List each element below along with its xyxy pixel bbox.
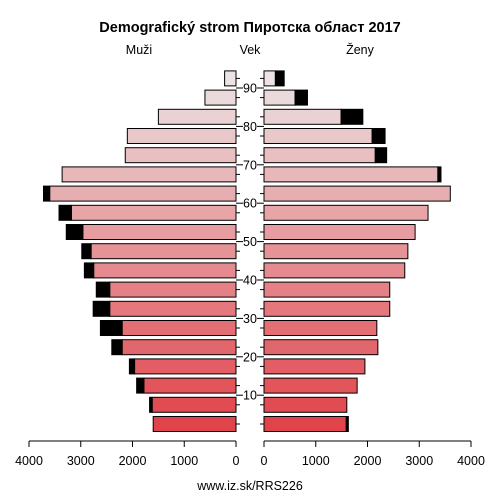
age-tick-label: 30 xyxy=(243,312,257,326)
male-excess-35-39 xyxy=(95,281,111,298)
male-excess-10-14 xyxy=(136,377,145,394)
male-bar-80-84 xyxy=(157,108,237,125)
female-label: Ženy xyxy=(346,42,375,57)
male-label: Muži xyxy=(126,43,152,57)
male-excess-50-54 xyxy=(65,224,84,240)
age-tick-label: 70 xyxy=(243,158,257,172)
female-bar-30-34 xyxy=(263,300,391,317)
male-bar-25-29 xyxy=(121,320,237,336)
female-bar-70-74 xyxy=(263,147,376,164)
x-tick-label-left: 2000 xyxy=(119,454,147,468)
x-tick-label-left: 0 xyxy=(233,454,240,468)
male-bar-45-49 xyxy=(90,243,237,260)
age-tick-label: 90 xyxy=(243,82,257,96)
bars-group xyxy=(42,70,451,432)
male-excess-25-29 xyxy=(99,320,123,336)
female-bar-10-14 xyxy=(263,377,358,394)
male-excess-60-64 xyxy=(42,185,51,202)
female-bar-85-89 xyxy=(263,89,296,106)
x-tick-label-left: 3000 xyxy=(67,454,95,468)
female-excess-70-74 xyxy=(374,147,388,164)
male-bar-10-14 xyxy=(143,377,237,394)
female-bar-80-84 xyxy=(263,108,342,125)
female-bar-20-24 xyxy=(263,339,379,356)
female-bar-0-4 xyxy=(263,416,347,432)
male-bar-15-19 xyxy=(134,358,237,375)
male-bar-50-54 xyxy=(82,224,237,240)
female-excess-65-69 xyxy=(437,166,442,183)
age-tick-label: 60 xyxy=(243,197,257,211)
age-tick-label: 40 xyxy=(243,274,257,288)
male-bar-85-89 xyxy=(204,89,237,106)
male-bar-0-4 xyxy=(152,416,237,432)
female-excess-80-84 xyxy=(340,108,364,125)
age-tick-label: 80 xyxy=(243,120,257,134)
male-bar-70-74 xyxy=(124,147,237,164)
male-bar-30-34 xyxy=(109,300,237,317)
female-bar-90+ xyxy=(263,70,276,87)
source-footer: www.iz.sk/RRS226 xyxy=(196,479,303,493)
male-bar-75-79 xyxy=(126,128,237,144)
male-bar-35-39 xyxy=(109,281,237,298)
x-tick-label-right: 0 xyxy=(261,454,268,468)
age-tick-label: 10 xyxy=(243,389,257,403)
x-tick-label-left: 1000 xyxy=(170,454,198,468)
male-excess-45-49 xyxy=(81,243,92,260)
female-bar-50-54 xyxy=(263,224,416,240)
female-bar-75-79 xyxy=(263,128,373,144)
male-bar-20-24 xyxy=(121,339,237,356)
male-bar-5-9 xyxy=(151,396,237,413)
female-bar-40-44 xyxy=(263,262,406,279)
female-excess-85-89 xyxy=(294,89,308,106)
age-label: Vek xyxy=(240,43,262,57)
male-bar-90+ xyxy=(224,70,237,87)
male-excess-40-44 xyxy=(83,262,95,279)
male-bar-65-69 xyxy=(61,166,237,183)
female-bar-35-39 xyxy=(263,281,391,298)
female-excess-90+ xyxy=(274,70,285,87)
female-excess-0-4 xyxy=(345,416,349,432)
male-bar-40-44 xyxy=(93,262,237,279)
male-excess-20-24 xyxy=(111,339,123,356)
age-tick-label: 20 xyxy=(243,350,257,364)
male-bar-55-59 xyxy=(70,204,237,221)
male-excess-30-34 xyxy=(92,300,111,317)
female-excess-75-79 xyxy=(371,128,386,144)
male-bar-60-64 xyxy=(49,185,237,202)
age-tick-label: 50 xyxy=(243,235,257,249)
x-tick-label-right: 1000 xyxy=(302,454,330,468)
female-bar-60-64 xyxy=(263,185,451,202)
x-tick-label-right: 2000 xyxy=(354,454,382,468)
x-tick-label-right: 3000 xyxy=(405,454,433,468)
male-excess-15-19 xyxy=(128,358,136,375)
female-bar-15-19 xyxy=(263,358,366,375)
female-bar-5-9 xyxy=(263,396,348,413)
female-bar-65-69 xyxy=(263,166,439,183)
female-bar-45-49 xyxy=(263,243,409,260)
female-bar-25-29 xyxy=(263,320,378,336)
male-excess-55-59 xyxy=(58,204,72,221)
x-tick-label-left: 4000 xyxy=(15,454,43,468)
x-tick-label-right: 4000 xyxy=(457,454,485,468)
chart-title: Demografický strom Пиротска област 2017 xyxy=(99,20,400,36)
axes-group: 10 20 30 40 50 60 70 80 90 4000 4000 3000 3000 2000 20… xyxy=(15,77,485,468)
female-bar-55-59 xyxy=(263,204,429,221)
male-excess-5-9 xyxy=(149,396,153,413)
